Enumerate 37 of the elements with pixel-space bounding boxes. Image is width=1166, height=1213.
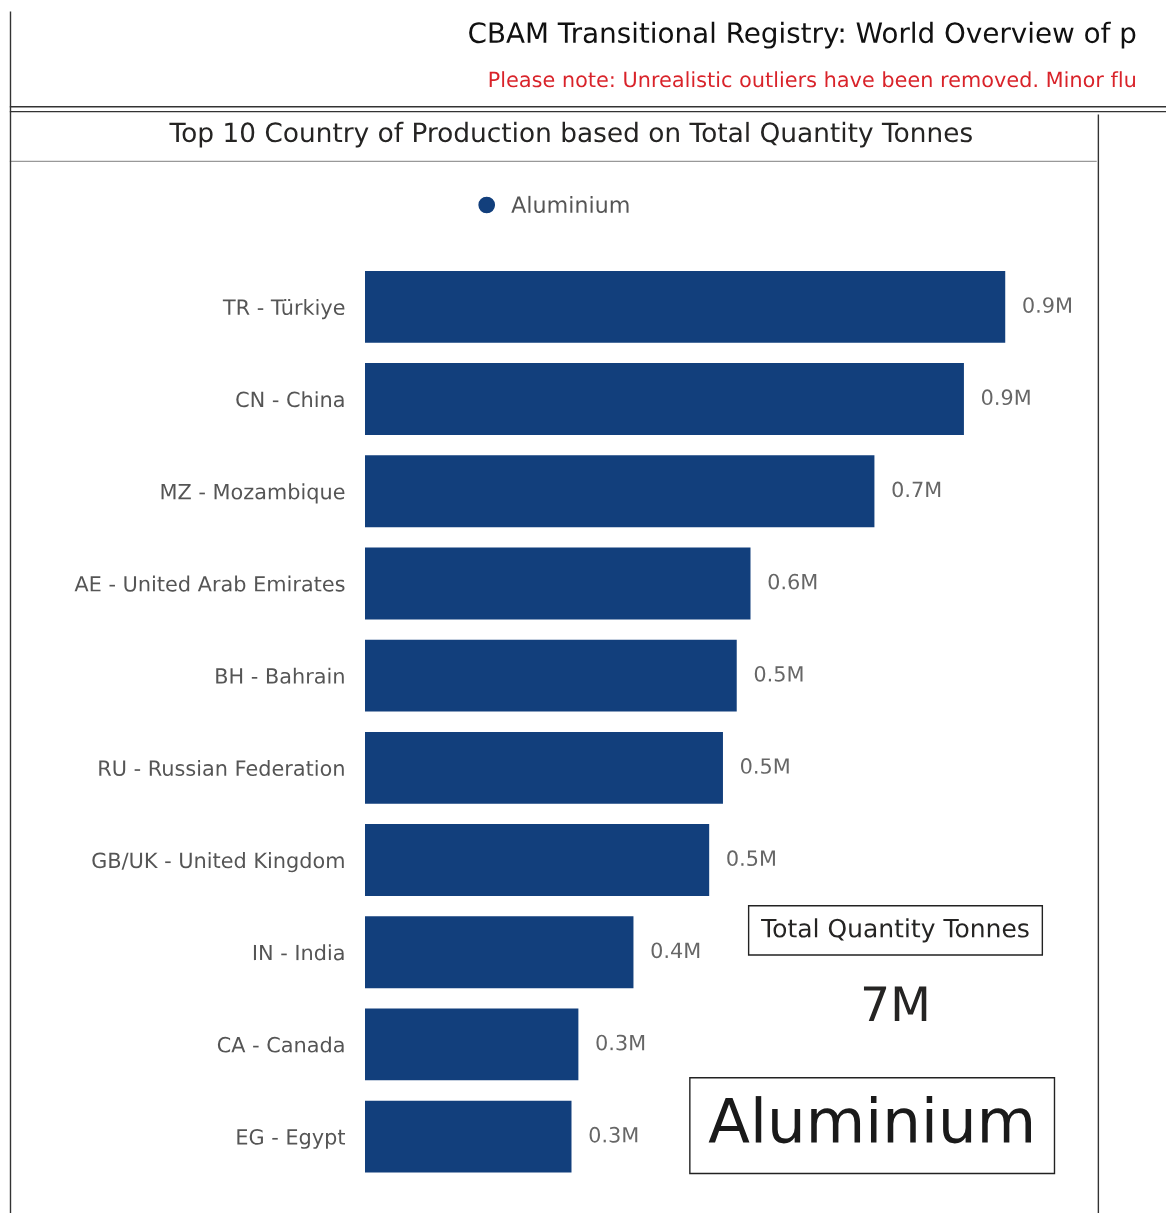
y-tick-label: MZ - Mozambique <box>161 483 345 504</box>
annotation: Total Quantity Tonnes <box>761 918 1029 943</box>
y-tick-label: EG - Egypt <box>237 1129 346 1149</box>
bar <box>364 639 737 712</box>
data-label: 0.4M <box>651 942 700 959</box>
y-tick-label: IN - India <box>253 944 344 961</box>
legend-label: Aluminium <box>511 195 629 214</box>
data-label: 0.3M <box>589 1126 638 1143</box>
text: Please note: Unrealistic outliers have been removed. Minor flu <box>489 71 1135 88</box>
data-label: 0.6M <box>768 573 817 590</box>
y-tick-label: GB/UK - United Kingdom <box>92 852 344 873</box>
data-label: 0.5M <box>727 850 775 867</box>
data-label: 0.5M <box>741 758 789 774</box>
bar <box>364 1100 572 1173</box>
y-tick-label: CA - Canada <box>217 1036 344 1053</box>
bar <box>364 363 964 436</box>
bar <box>364 916 634 989</box>
y-tick-label: TR - Türkiye <box>222 298 345 320</box>
bar <box>364 824 710 896</box>
chart-title: Top 10 Country of Production based on Total Quantity Tonnes <box>169 121 972 148</box>
data-label: 0.3M <box>596 1034 645 1051</box>
y-tick-label: RU - Russian Federation <box>99 759 344 777</box>
bar <box>364 731 723 804</box>
annotation: 7M <box>863 986 927 1022</box>
bar <box>364 270 1006 343</box>
annotation: Aluminium <box>708 1096 1031 1144</box>
data-label: 0.9M <box>981 389 1030 406</box>
data-label: 0.9M <box>1023 297 1071 313</box>
data-label: 0.7M <box>892 481 941 498</box>
data-label: 0.5M <box>754 665 803 682</box>
bar <box>364 1008 579 1081</box>
y-tick-label: CN - China <box>236 391 344 408</box>
y-tick-label: AE - United Arab Emirates <box>74 575 345 592</box>
y-tick-label: BH - Bahrain <box>216 667 344 684</box>
bar <box>364 455 875 528</box>
text: CBAM Transitional Registry: World Overview of p <box>469 21 1136 49</box>
bar <box>364 547 751 620</box>
